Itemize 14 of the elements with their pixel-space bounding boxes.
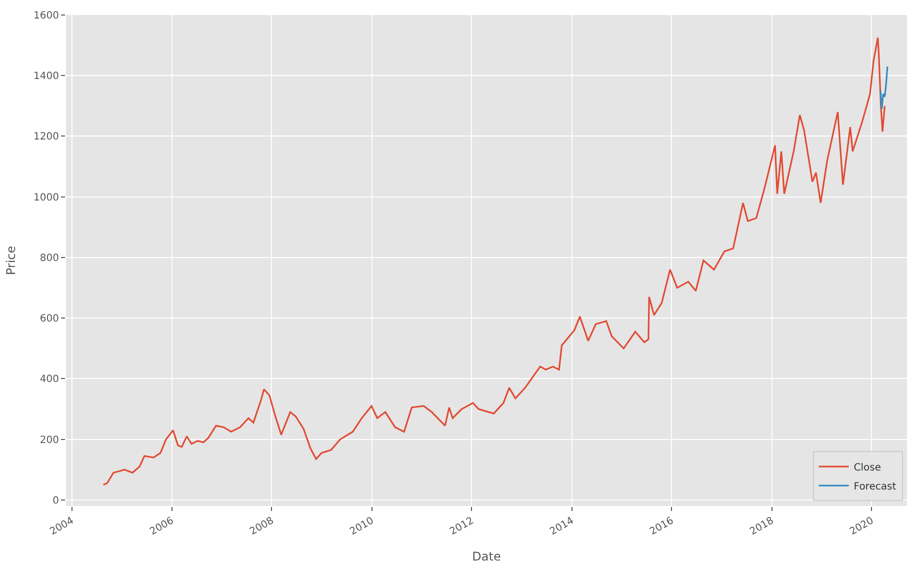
y-tick-label: 1000 [34,192,59,204]
y-tick-label: 1600 [34,10,59,22]
y-tick-label: 200 [40,434,59,446]
y-tick-label: 600 [40,314,59,325]
y-tick-label: 0 [52,495,59,506]
x-axis-title: Date [472,550,501,564]
y-tick-label: 1400 [34,71,59,82]
y-axis-title: Price [4,246,18,276]
y-tick-label: 400 [40,374,59,386]
line-series [880,66,888,110]
legend-label: Forecast [854,481,896,492]
legend-label: Close [854,462,882,474]
y-tick-label: 1200 [34,132,59,143]
y-tick-label: 800 [40,252,59,264]
